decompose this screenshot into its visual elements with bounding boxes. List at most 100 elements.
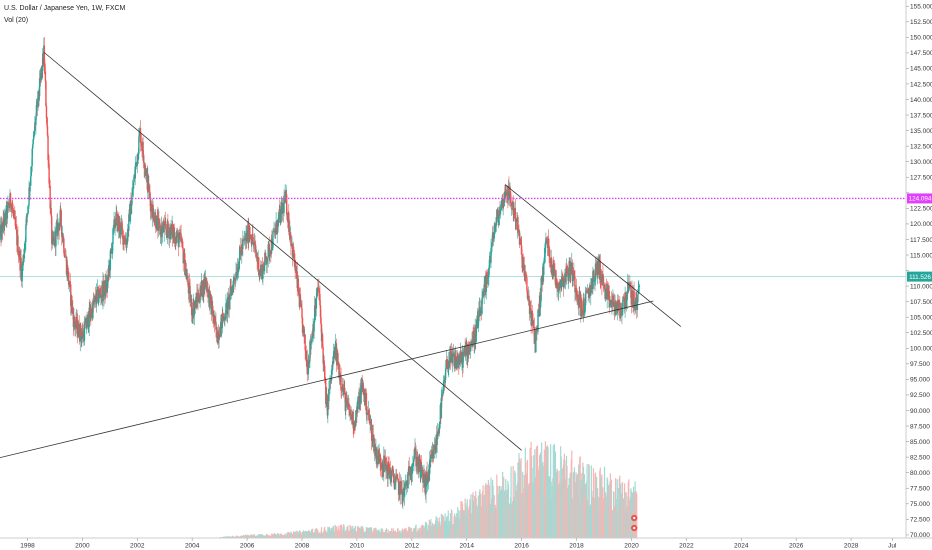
candle-body: [43, 45, 46, 67]
x-tick-label: 2018: [569, 543, 584, 550]
candle-body: [492, 232, 494, 235]
candle-body: [300, 303, 303, 309]
candle-body: [392, 469, 395, 478]
candle-body: [32, 144, 34, 149]
candle-body: [185, 269, 188, 280]
candle-body: [510, 203, 513, 206]
candle-body: [633, 290, 635, 308]
candle-body: [224, 318, 227, 320]
candle-body: [100, 295, 103, 298]
candle-body: [487, 276, 490, 279]
candle-body: [544, 242, 547, 254]
candle-body: [577, 299, 579, 305]
candle-body: [250, 238, 253, 245]
trendline[interactable]: [0, 300, 654, 460]
candle-body: [99, 290, 101, 292]
candle-body: [553, 263, 556, 270]
candle-body: [566, 269, 569, 274]
candle-body: [355, 410, 357, 426]
candle-body: [77, 333, 79, 337]
y-tick-label: 140.000: [910, 97, 932, 104]
candle-body: [90, 308, 92, 317]
candle-body: [297, 278, 300, 292]
candle-body: [215, 321, 217, 330]
candle-body: [178, 239, 180, 248]
candle-body: [636, 302, 638, 310]
candle-body: [178, 232, 181, 240]
candle-body: [352, 411, 354, 429]
candle-body: [557, 286, 559, 292]
candle-body: [455, 359, 458, 369]
trendline[interactable]: [504, 184, 682, 327]
candle-body: [638, 285, 641, 287]
candle-body: [102, 281, 105, 297]
candle-body: [442, 381, 445, 394]
price-label-box: [907, 193, 932, 204]
candle-body: [225, 303, 227, 319]
candle-body: [205, 277, 207, 284]
candle-body: [232, 280, 235, 293]
candle-body: [486, 274, 488, 277]
candle-body: [14, 212, 16, 217]
candle-body: [48, 183, 51, 186]
candle-body: [130, 204, 133, 214]
candle-body: [58, 222, 61, 231]
candle-body: [228, 295, 230, 309]
candle-body: [87, 327, 90, 330]
candle-body: [528, 300, 531, 314]
candle-body: [2, 218, 4, 233]
y-tick-label: 90.000: [910, 408, 930, 415]
candle-body: [24, 242, 27, 244]
candle-body: [32, 139, 34, 145]
candle-body: [372, 434, 374, 441]
candle-body: [622, 296, 625, 299]
volume-bar: [544, 441, 546, 538]
candle-body: [219, 336, 221, 338]
candle-body: [544, 253, 546, 258]
candle-body: [378, 453, 380, 464]
candle-body: [22, 255, 24, 266]
candle-body: [529, 308, 532, 310]
candle-body: [593, 281, 596, 282]
candle-body: [190, 298, 193, 316]
candle-body: [49, 185, 51, 209]
candle-body: [39, 73, 42, 81]
candle-body: [340, 387, 343, 391]
x-tick-label: Jul: [888, 543, 897, 550]
candle-body: [436, 439, 438, 446]
candle-body: [301, 317, 304, 333]
candle-body: [254, 242, 256, 245]
y-tick-label: 100.000: [910, 346, 932, 353]
candle-body: [323, 360, 325, 366]
candle-body: [274, 228, 277, 235]
candle-body: [98, 290, 100, 299]
candle-body: [112, 225, 115, 229]
candle-body: [471, 340, 473, 346]
candle-body: [60, 210, 62, 211]
candle-body: [206, 280, 208, 292]
candle-body: [439, 422, 441, 425]
candle-body: [127, 228, 129, 242]
candle-body: [594, 263, 597, 281]
candle-body: [410, 475, 412, 480]
candle-body: [239, 246, 241, 251]
candle-body: [444, 368, 447, 380]
candle-body: [81, 335, 83, 341]
candle-body: [157, 218, 160, 231]
candle-body: [399, 482, 401, 496]
candle-body: [356, 401, 359, 414]
trendline[interactable]: [43, 51, 522, 451]
candle-body: [526, 277, 528, 291]
candle-body: [485, 274, 487, 292]
candle-body: [99, 291, 102, 295]
x-tick-label: 2012: [405, 543, 420, 550]
candle-body: [358, 402, 361, 410]
candle-body: [553, 263, 555, 276]
candle-body: [51, 216, 53, 245]
candle-body: [67, 271, 70, 285]
candle-body: [216, 327, 218, 342]
candle-body: [490, 245, 493, 249]
candle-body: [310, 342, 312, 350]
candle-body: [30, 172, 32, 177]
